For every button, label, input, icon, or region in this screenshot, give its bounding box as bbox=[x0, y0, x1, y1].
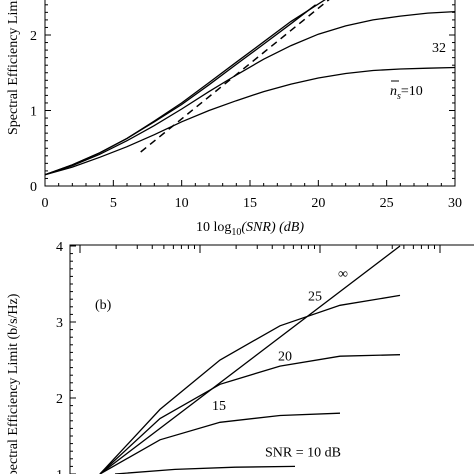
x-label-prefix: 10 log bbox=[196, 220, 231, 235]
y-tick-label: 4 bbox=[56, 240, 63, 255]
curve-label: ∞ bbox=[338, 267, 348, 282]
series-line-4 bbox=[114, 465, 296, 474]
panel-b-frame bbox=[69, 244, 474, 474]
ns-value: =10 bbox=[401, 84, 423, 99]
panel-b-label: (b) bbox=[95, 298, 112, 313]
x-tick-label: 5 bbox=[110, 196, 117, 211]
series-line-0 bbox=[99, 245, 401, 474]
panel-a-x-label: 10 log10(SNR) (dB) bbox=[196, 220, 304, 238]
x-tick-label: 25 bbox=[380, 196, 394, 211]
panel-a-curves bbox=[44, 0, 456, 176]
series-line-1 bbox=[99, 294, 401, 474]
x-tick-label: 10 bbox=[175, 196, 189, 211]
curve-label: 20 bbox=[278, 350, 292, 365]
y-tick-label: 2 bbox=[56, 392, 63, 407]
series-line-3 bbox=[99, 412, 341, 474]
series-line-0 bbox=[44, 66, 456, 176]
annotation-32: 32 bbox=[432, 41, 446, 56]
x-tick-label: 15 bbox=[243, 196, 257, 211]
panel-b-y-label: Spectral Efficiency Limit (b/s/Hz) bbox=[6, 293, 21, 474]
y-tick-label: 0 bbox=[30, 180, 37, 195]
y-tick-label: 2 bbox=[30, 29, 37, 44]
x-tick-label: 20 bbox=[311, 196, 325, 211]
panel-b: 1 2 3 4 ∞ 25 20 15 SNR = 10 dB (b) Spectral Eff… bbox=[6, 240, 474, 474]
series-line-1 bbox=[44, 10, 456, 176]
panel-a-y-tick-labels: 0 1 2 bbox=[30, 29, 37, 195]
svg-text:ns=10: ns=10 bbox=[390, 84, 423, 102]
panel-b-ticks bbox=[70, 245, 441, 474]
panel-a-y-label: Spectral Efficiency Limit bbox=[6, 0, 21, 135]
curve-label: 25 bbox=[308, 289, 322, 304]
x-label-suffix: (SNR) (dB) bbox=[241, 220, 304, 235]
x-label-sub: 10 bbox=[231, 227, 241, 238]
panel-a: 0 5 10 15 20 25 30 0 1 2 Spectral Efficiency Lim… bbox=[6, 0, 462, 238]
panel-b-curves bbox=[99, 245, 401, 474]
panel-b-y-tick-labels: 1 2 3 4 bbox=[56, 240, 63, 474]
panel-b-curve-labels: ∞ 25 20 15 SNR = 10 dB bbox=[212, 267, 348, 460]
series-line-2 bbox=[44, 4, 316, 176]
series-line-4 bbox=[140, 0, 330, 153]
y-tick-label: 1 bbox=[56, 468, 63, 474]
x-tick-label: 0 bbox=[42, 196, 49, 211]
series-line-3 bbox=[44, 0, 326, 176]
ns-sub: s bbox=[397, 91, 401, 102]
x-tick-label: 30 bbox=[448, 196, 462, 211]
ns-symbol: n bbox=[390, 84, 397, 99]
series-line-2 bbox=[99, 354, 401, 474]
y-tick-label: 1 bbox=[30, 105, 37, 120]
panel-a-ticks bbox=[44, 4, 456, 187]
annotation-ns-10: ns=10 bbox=[390, 80, 423, 102]
y-tick-label: 3 bbox=[56, 316, 63, 331]
panel-a-x-tick-labels: 0 5 10 15 20 25 30 bbox=[42, 196, 463, 211]
curve-label: 15 bbox=[212, 399, 226, 414]
curve-label: SNR = 10 dB bbox=[265, 445, 341, 460]
